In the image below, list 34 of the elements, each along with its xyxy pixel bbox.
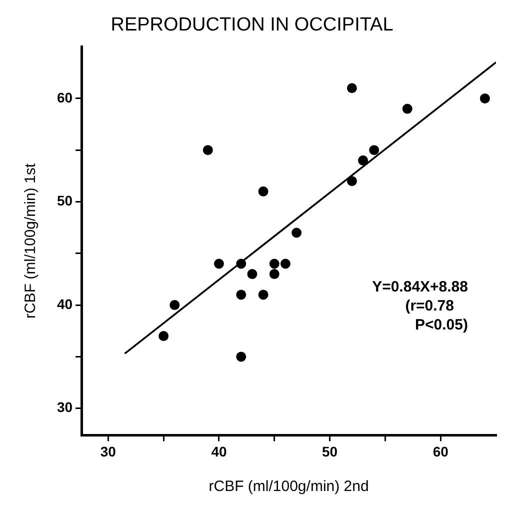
x-axis-title: rCBF (ml/100g/min) 2nd xyxy=(208,478,369,496)
chart-title: REPRODUCTION IN OCCIPITAL xyxy=(110,14,394,36)
point xyxy=(280,258,290,269)
annotation: P<0.05) xyxy=(415,316,468,334)
point xyxy=(170,300,180,310)
point xyxy=(236,258,246,269)
point xyxy=(258,290,268,300)
x-tick-label: 30 xyxy=(100,443,116,460)
annotation: (r=0.78 xyxy=(405,297,454,314)
x-tick-label: 50 xyxy=(322,443,338,460)
point xyxy=(258,186,268,196)
y-tick-label: 50 xyxy=(56,192,73,209)
point xyxy=(292,228,302,238)
y-tick-label: 40 xyxy=(56,296,73,312)
point xyxy=(269,269,280,280)
point xyxy=(402,104,412,114)
point xyxy=(158,331,169,342)
point xyxy=(236,290,246,300)
point xyxy=(369,145,380,156)
point xyxy=(269,258,280,269)
point xyxy=(346,176,357,186)
point xyxy=(247,269,258,280)
x-tick-label: 40 xyxy=(211,443,227,460)
point xyxy=(480,93,490,104)
x-tick-label: 60 xyxy=(432,443,449,460)
annotation: Y=0.84X+8.88 xyxy=(372,278,468,296)
point xyxy=(236,352,246,362)
y-axis-title: rCBF (ml/100g/min) 1st xyxy=(22,162,40,319)
point xyxy=(202,145,213,156)
point xyxy=(346,83,357,94)
point xyxy=(214,258,224,269)
y-tick-label: 30 xyxy=(56,399,73,416)
point xyxy=(358,155,368,166)
y-tick-label: 60 xyxy=(56,89,73,106)
